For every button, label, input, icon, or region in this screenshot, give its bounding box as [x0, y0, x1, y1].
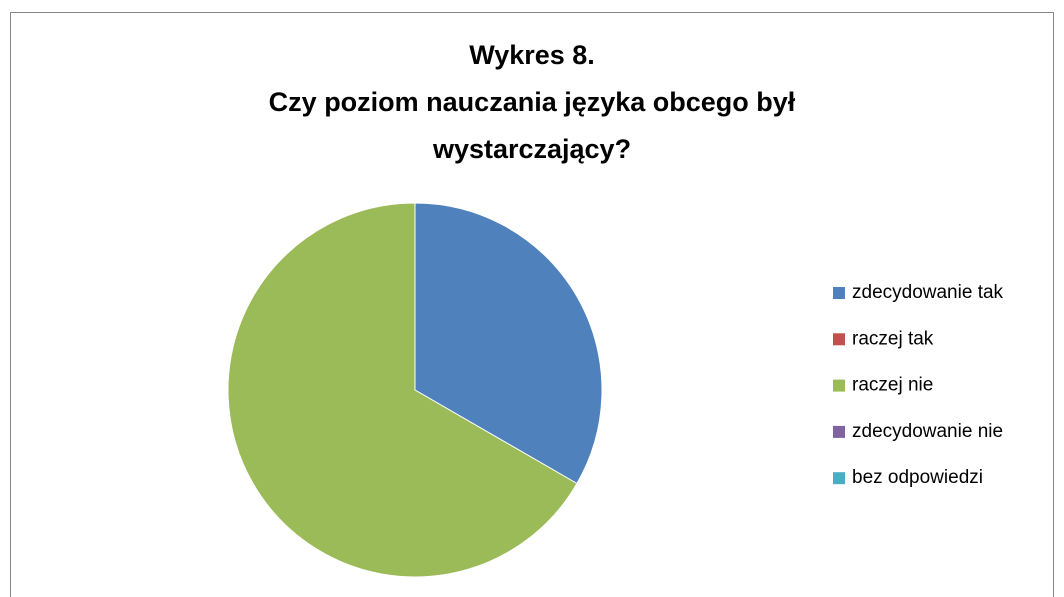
legend-label: raczej nie [852, 375, 933, 396]
chart-title: Wykres 8. [469, 40, 595, 70]
chart-title: Czy poziom nauczania języka obcego był [269, 87, 796, 117]
legend-swatch [833, 333, 845, 346]
legend-swatch [833, 287, 845, 299]
legend-label: zdecydowanie tak [852, 282, 1004, 303]
legend-label: bez odpowiedzi [852, 467, 983, 488]
chart-title: wystarczający? [432, 134, 631, 164]
legend-label: raczej tak [852, 328, 934, 349]
pie-slice [414, 202, 603, 485]
legend-swatch [833, 379, 845, 392]
legend-label: zdecydowanie nie [852, 421, 1003, 442]
legend-swatch [833, 425, 845, 438]
legend-swatch [833, 472, 845, 485]
pie-slice [227, 202, 578, 578]
